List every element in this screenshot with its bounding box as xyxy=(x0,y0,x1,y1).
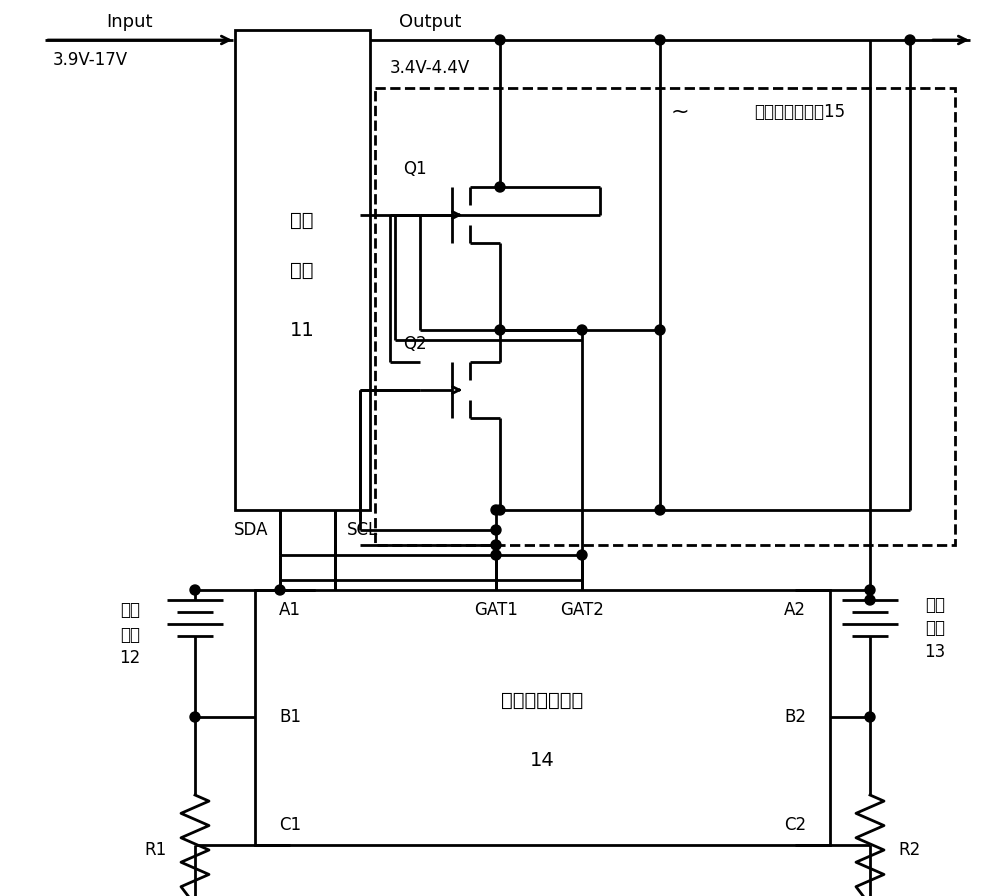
Text: A1: A1 xyxy=(279,601,301,619)
Circle shape xyxy=(491,525,501,535)
Circle shape xyxy=(905,35,915,45)
Text: R2: R2 xyxy=(899,841,921,859)
Circle shape xyxy=(655,505,665,515)
Text: Input: Input xyxy=(107,13,153,31)
Text: ~: ~ xyxy=(671,102,689,122)
Circle shape xyxy=(655,325,665,335)
Text: 电池: 电池 xyxy=(120,626,140,644)
Circle shape xyxy=(495,182,505,192)
Bar xyxy=(255,590,830,845)
Text: 充放电切换电路15: 充放电切换电路15 xyxy=(754,103,846,121)
Text: R1: R1 xyxy=(144,841,166,859)
Circle shape xyxy=(190,585,200,595)
Bar xyxy=(235,30,370,510)
Text: 电路: 电路 xyxy=(290,261,314,280)
Text: 13: 13 xyxy=(924,643,946,661)
Circle shape xyxy=(865,595,875,605)
Circle shape xyxy=(491,540,501,550)
Text: A2: A2 xyxy=(784,601,806,619)
Circle shape xyxy=(495,325,505,335)
Text: Q2: Q2 xyxy=(403,335,427,353)
Text: 第二: 第二 xyxy=(925,596,945,614)
Text: 3.4V-4.4V: 3.4V-4.4V xyxy=(390,59,470,77)
Circle shape xyxy=(577,550,587,560)
Circle shape xyxy=(495,505,505,515)
Circle shape xyxy=(655,35,665,45)
Circle shape xyxy=(577,325,587,335)
Text: Q1: Q1 xyxy=(403,160,427,178)
Text: 电源: 电源 xyxy=(290,211,314,229)
Text: B2: B2 xyxy=(784,708,806,726)
Text: GAT2: GAT2 xyxy=(560,601,604,619)
Text: 第一: 第一 xyxy=(120,601,140,619)
Text: C2: C2 xyxy=(784,816,806,834)
Text: Output: Output xyxy=(399,13,461,31)
Text: 3.9V-17V: 3.9V-17V xyxy=(52,51,128,69)
Circle shape xyxy=(491,505,501,515)
Text: B1: B1 xyxy=(279,708,301,726)
Circle shape xyxy=(865,712,875,722)
Circle shape xyxy=(865,585,875,595)
Text: C1: C1 xyxy=(279,816,301,834)
Text: 11: 11 xyxy=(290,321,314,340)
Text: GAT1: GAT1 xyxy=(474,601,518,619)
Text: 电池: 电池 xyxy=(925,619,945,637)
Text: 14: 14 xyxy=(530,751,554,770)
Bar xyxy=(375,88,955,545)
Circle shape xyxy=(495,35,505,45)
Text: 12: 12 xyxy=(119,649,141,667)
Text: 充放电控制电路: 充放电控制电路 xyxy=(501,691,583,710)
Text: SDA: SDA xyxy=(234,521,268,539)
Circle shape xyxy=(190,712,200,722)
Circle shape xyxy=(275,585,285,595)
Circle shape xyxy=(491,550,501,560)
Text: SCL: SCL xyxy=(347,521,378,539)
